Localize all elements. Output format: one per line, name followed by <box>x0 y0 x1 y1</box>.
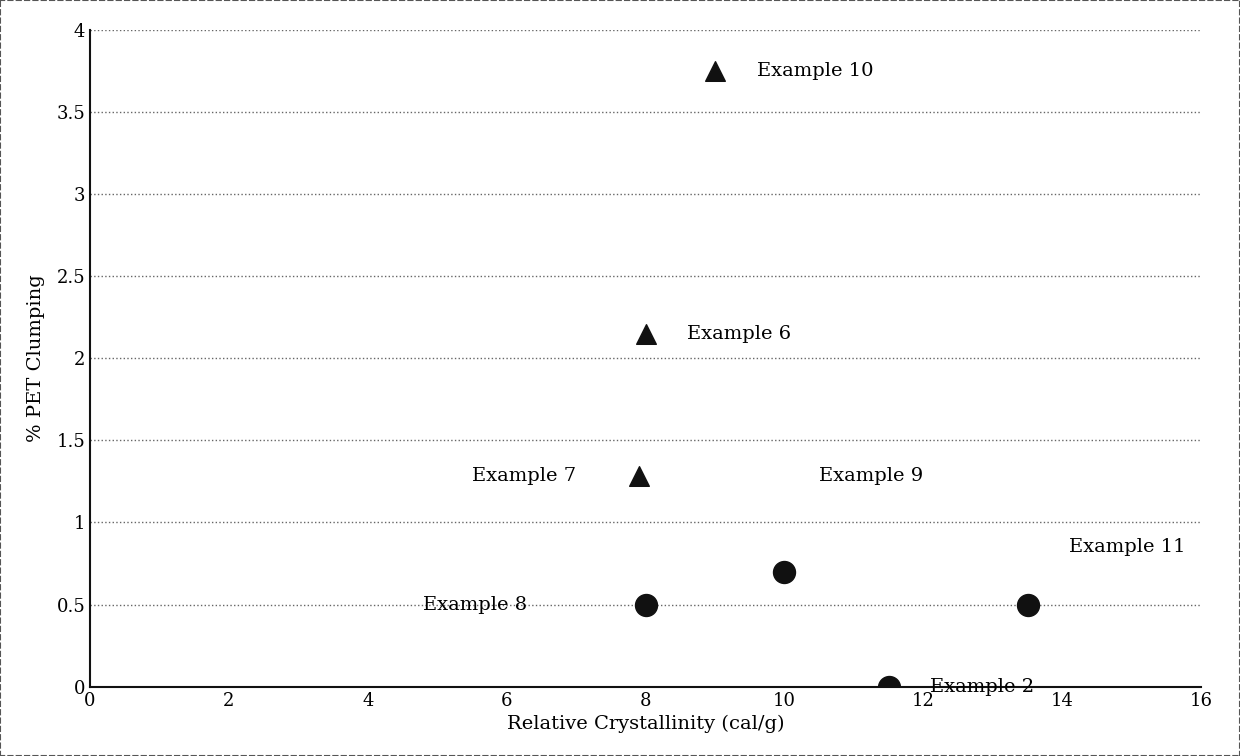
Text: Example 10: Example 10 <box>756 62 873 79</box>
Text: Example 11: Example 11 <box>1069 538 1185 556</box>
Point <box>636 327 656 339</box>
Y-axis label: % PET Clumping: % PET Clumping <box>27 274 46 442</box>
Text: Example 2: Example 2 <box>930 678 1034 696</box>
Point <box>629 470 649 482</box>
Point <box>636 599 656 611</box>
Text: Example 9: Example 9 <box>820 467 924 485</box>
Point <box>879 680 899 692</box>
X-axis label: Relative Crystallinity (cal/g): Relative Crystallinity (cal/g) <box>507 715 785 733</box>
Point <box>775 565 795 578</box>
Point <box>1018 599 1038 611</box>
Point <box>706 64 725 76</box>
Text: Example 8: Example 8 <box>423 596 527 614</box>
Text: Example 7: Example 7 <box>472 467 577 485</box>
Text: Example 6: Example 6 <box>687 324 791 342</box>
